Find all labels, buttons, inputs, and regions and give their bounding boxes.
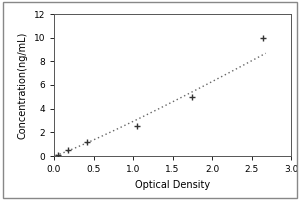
X-axis label: Optical Density: Optical Density <box>135 180 210 190</box>
Y-axis label: Concentration(ng/mL): Concentration(ng/mL) <box>18 31 28 139</box>
